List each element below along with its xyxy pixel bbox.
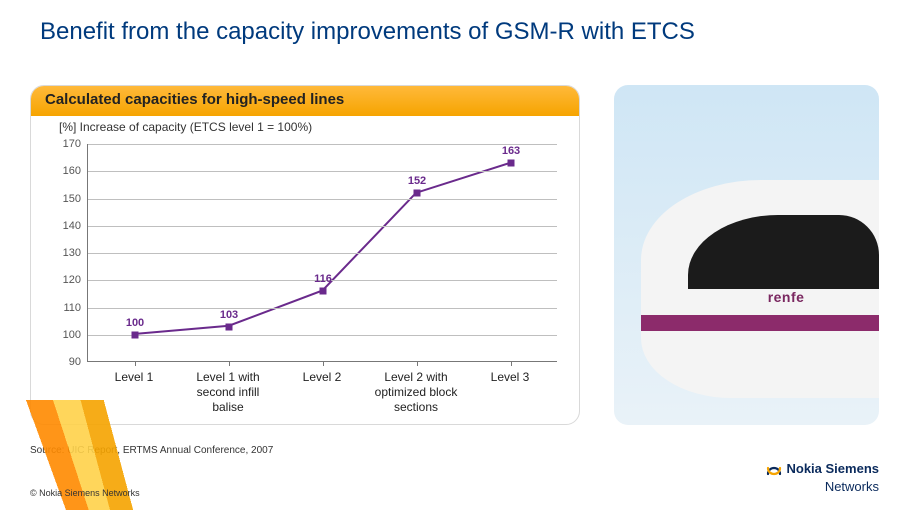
slide: Benefit from the capacity improvements o… bbox=[0, 0, 907, 510]
gridline bbox=[88, 308, 557, 309]
x-tick-label: Level 3 bbox=[463, 370, 557, 385]
x-tick bbox=[511, 361, 512, 366]
gridline bbox=[88, 144, 557, 145]
y-tick-label: 120 bbox=[63, 274, 81, 286]
gridline bbox=[88, 171, 557, 172]
panel-header: Calculated capacities for high-speed lin… bbox=[31, 86, 579, 116]
chart-panel: Calculated capacities for high-speed lin… bbox=[30, 85, 580, 425]
y-tick-label: 90 bbox=[69, 356, 81, 368]
gridline bbox=[88, 335, 557, 336]
x-tick bbox=[135, 361, 136, 366]
y-tick-label: 140 bbox=[63, 220, 81, 232]
page-title: Benefit from the capacity improvements o… bbox=[40, 18, 695, 46]
data-marker bbox=[508, 160, 515, 167]
data-label: 152 bbox=[408, 175, 426, 187]
gridline bbox=[88, 199, 557, 200]
y-axis-labels: 90100110120130140150160170 bbox=[49, 144, 83, 362]
y-tick-label: 110 bbox=[63, 302, 81, 314]
train-stripe bbox=[641, 315, 880, 331]
brand-logo: Nokia Siemens Networks bbox=[765, 460, 880, 496]
plot-area: 100 103 116 152 163 bbox=[87, 144, 557, 362]
y-tick-label: 170 bbox=[63, 138, 81, 150]
x-tick-label: Level 1 with second infill balise bbox=[181, 370, 275, 415]
logo-icon bbox=[765, 460, 783, 478]
brand-text: renfe bbox=[768, 289, 805, 305]
gridline bbox=[88, 226, 557, 227]
capacity-chart: 90100110120130140150160170 1001031161521… bbox=[49, 144, 569, 419]
y-tick-label: 160 bbox=[63, 165, 81, 177]
data-label: 116 bbox=[314, 273, 332, 285]
data-marker bbox=[132, 331, 139, 338]
data-marker bbox=[414, 190, 421, 197]
x-tick-label: Level 2 bbox=[275, 370, 369, 385]
data-label: 100 bbox=[126, 317, 144, 329]
train-body: renfe bbox=[641, 180, 880, 398]
logo-text-1: Nokia Siemens bbox=[787, 461, 880, 476]
source-citation: Source: UIC Report, ERTMS Annual Confere… bbox=[30, 445, 273, 456]
x-tick bbox=[229, 361, 230, 366]
x-tick bbox=[417, 361, 418, 366]
train-windshield bbox=[688, 215, 879, 289]
y-tick-label: 130 bbox=[63, 247, 81, 259]
logo-text-2: Networks bbox=[825, 479, 879, 494]
x-tick-label: Level 2 with optimized block sections bbox=[369, 370, 463, 415]
x-tick-label: Level 1 bbox=[87, 370, 181, 385]
y-tick-label: 150 bbox=[63, 193, 81, 205]
y-tick-label: 100 bbox=[63, 329, 81, 341]
data-label: 103 bbox=[220, 309, 238, 321]
data-label: 163 bbox=[502, 145, 520, 157]
copyright: © Nokia Siemens Networks bbox=[30, 488, 140, 498]
gridline bbox=[88, 253, 557, 254]
panel-subtitle: [%] Increase of capacity (ETCS level 1 =… bbox=[31, 116, 579, 134]
data-marker bbox=[226, 323, 233, 330]
hero-photo: renfe bbox=[614, 85, 879, 425]
data-marker bbox=[320, 288, 327, 295]
x-tick bbox=[323, 361, 324, 366]
